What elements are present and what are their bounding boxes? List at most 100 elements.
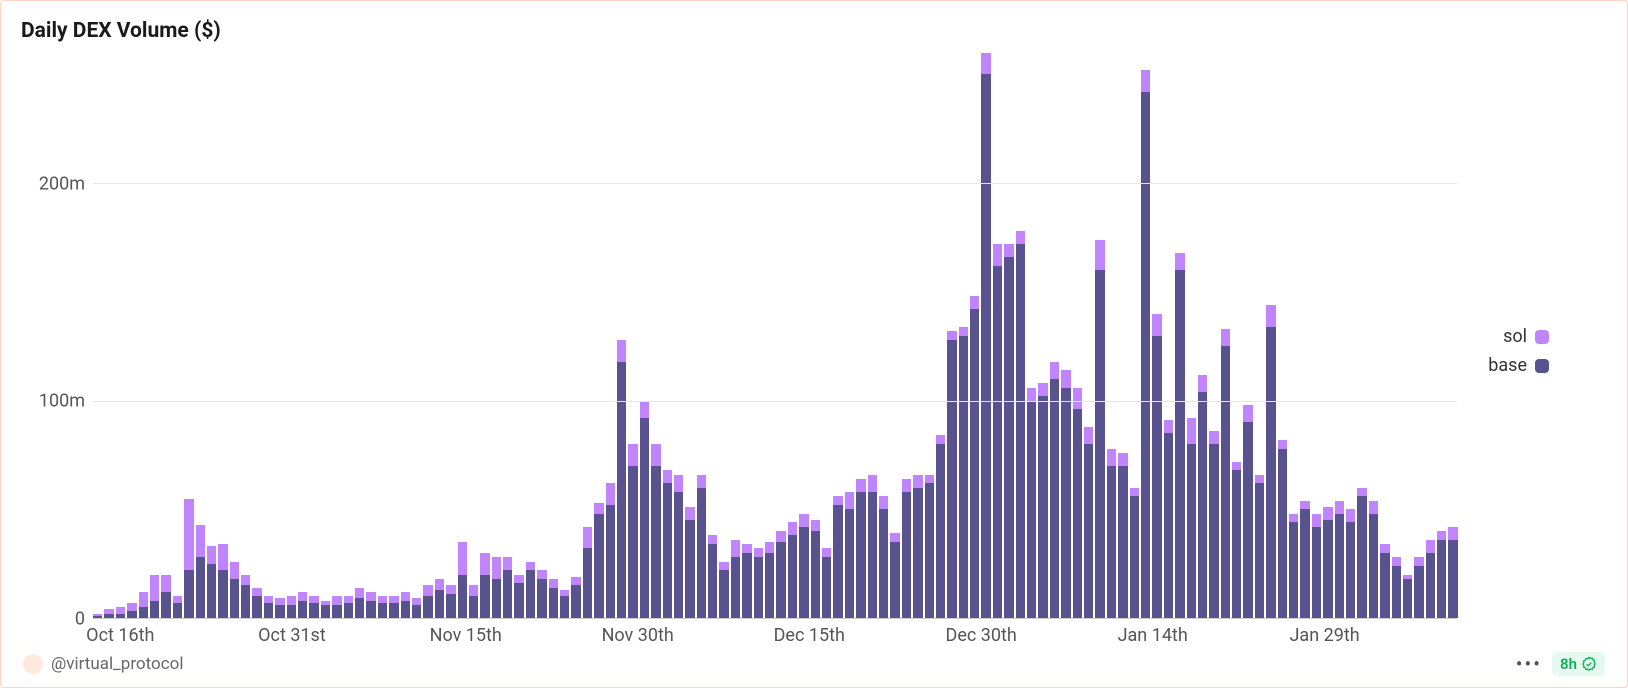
bar[interactable] [309, 53, 318, 618]
bar[interactable] [378, 53, 387, 618]
bar[interactable] [1437, 53, 1446, 618]
bar[interactable] [788, 53, 797, 618]
bar[interactable] [902, 53, 911, 618]
bar[interactable] [241, 53, 250, 618]
bar[interactable] [492, 53, 501, 618]
bar[interactable] [1164, 53, 1173, 618]
bar[interactable] [1426, 53, 1435, 618]
bar[interactable] [275, 53, 284, 618]
bar[interactable] [116, 53, 125, 618]
bar[interactable] [685, 53, 694, 618]
bar[interactable] [936, 53, 945, 618]
bar[interactable] [1061, 53, 1070, 618]
bar[interactable] [423, 53, 432, 618]
bar[interactable] [537, 53, 546, 618]
bar[interactable] [446, 53, 455, 618]
bar[interactable] [1289, 53, 1298, 618]
bar[interactable] [833, 53, 842, 618]
bar[interactable] [970, 53, 979, 618]
bar[interactable] [1027, 53, 1036, 618]
bar[interactable] [1016, 53, 1025, 618]
bar[interactable] [583, 53, 592, 618]
bar[interactable] [708, 53, 717, 618]
bar[interactable] [993, 53, 1002, 618]
bar[interactable] [104, 53, 113, 618]
bar[interactable] [799, 53, 808, 618]
bar[interactable] [1392, 53, 1401, 618]
bar[interactable] [1414, 53, 1423, 618]
bar[interactable] [150, 53, 159, 618]
bar[interactable] [925, 53, 934, 618]
bar[interactable] [742, 53, 751, 618]
bar[interactable] [1038, 53, 1047, 618]
bar[interactable] [1278, 53, 1287, 618]
plot-area[interactable] [93, 53, 1457, 619]
avatar[interactable] [23, 654, 43, 674]
bar[interactable] [435, 53, 444, 618]
bar[interactable] [526, 53, 535, 618]
bar[interactable] [1175, 53, 1184, 618]
bar[interactable] [252, 53, 261, 618]
bar[interactable] [1346, 53, 1355, 618]
bar[interactable] [1084, 53, 1093, 618]
bar[interactable] [879, 53, 888, 618]
bar[interactable] [207, 53, 216, 618]
legend-item-base[interactable]: base [1487, 355, 1549, 376]
bar[interactable] [332, 53, 341, 618]
bar[interactable] [606, 53, 615, 618]
bar[interactable] [218, 53, 227, 618]
bar[interactable] [503, 53, 512, 618]
bar[interactable] [1300, 53, 1309, 618]
bar[interactable] [196, 53, 205, 618]
bar[interactable] [1255, 53, 1264, 618]
bar[interactable] [1243, 53, 1252, 618]
bar[interactable] [765, 53, 774, 618]
bar[interactable] [959, 53, 968, 618]
bar[interactable] [1187, 53, 1196, 618]
bar[interactable] [1232, 53, 1241, 618]
bar[interactable] [981, 53, 990, 618]
bar[interactable] [1152, 53, 1161, 618]
bar[interactable] [1266, 53, 1275, 618]
bar[interactable] [776, 53, 785, 618]
bar[interactable] [1323, 53, 1332, 618]
bar[interactable] [321, 53, 330, 618]
bar[interactable] [651, 53, 660, 618]
bar[interactable] [184, 53, 193, 618]
bar[interactable] [366, 53, 375, 618]
bar[interactable] [947, 53, 956, 618]
bar[interactable] [161, 53, 170, 618]
legend-item-sol[interactable]: sol [1487, 326, 1549, 347]
bar[interactable] [1095, 53, 1104, 618]
bar[interactable] [1107, 53, 1116, 618]
bar[interactable] [719, 53, 728, 618]
bar[interactable] [640, 53, 649, 618]
bar[interactable] [571, 53, 580, 618]
bar[interactable] [139, 53, 148, 618]
bar[interactable] [412, 53, 421, 618]
bar[interactable] [93, 53, 102, 618]
bar[interactable] [1312, 53, 1321, 618]
more-icon[interactable]: ••• [1516, 654, 1542, 674]
bar[interactable] [1380, 53, 1389, 618]
bar[interactable] [344, 53, 353, 618]
bar[interactable] [287, 53, 296, 618]
bar[interactable] [1050, 53, 1059, 618]
bar[interactable] [549, 53, 558, 618]
bar[interactable] [913, 53, 922, 618]
bar[interactable] [1198, 53, 1207, 618]
bar[interactable] [127, 53, 136, 618]
bar[interactable] [731, 53, 740, 618]
bar[interactable] [594, 53, 603, 618]
bar[interactable] [1004, 53, 1013, 618]
bar[interactable] [856, 53, 865, 618]
bar[interactable] [674, 53, 683, 618]
bar[interactable] [1141, 53, 1150, 618]
bar[interactable] [1130, 53, 1139, 618]
bar[interactable] [1403, 53, 1412, 618]
bar[interactable] [560, 53, 569, 618]
bar[interactable] [298, 53, 307, 618]
bar[interactable] [355, 53, 364, 618]
bar[interactable] [264, 53, 273, 618]
bar[interactable] [890, 53, 899, 618]
